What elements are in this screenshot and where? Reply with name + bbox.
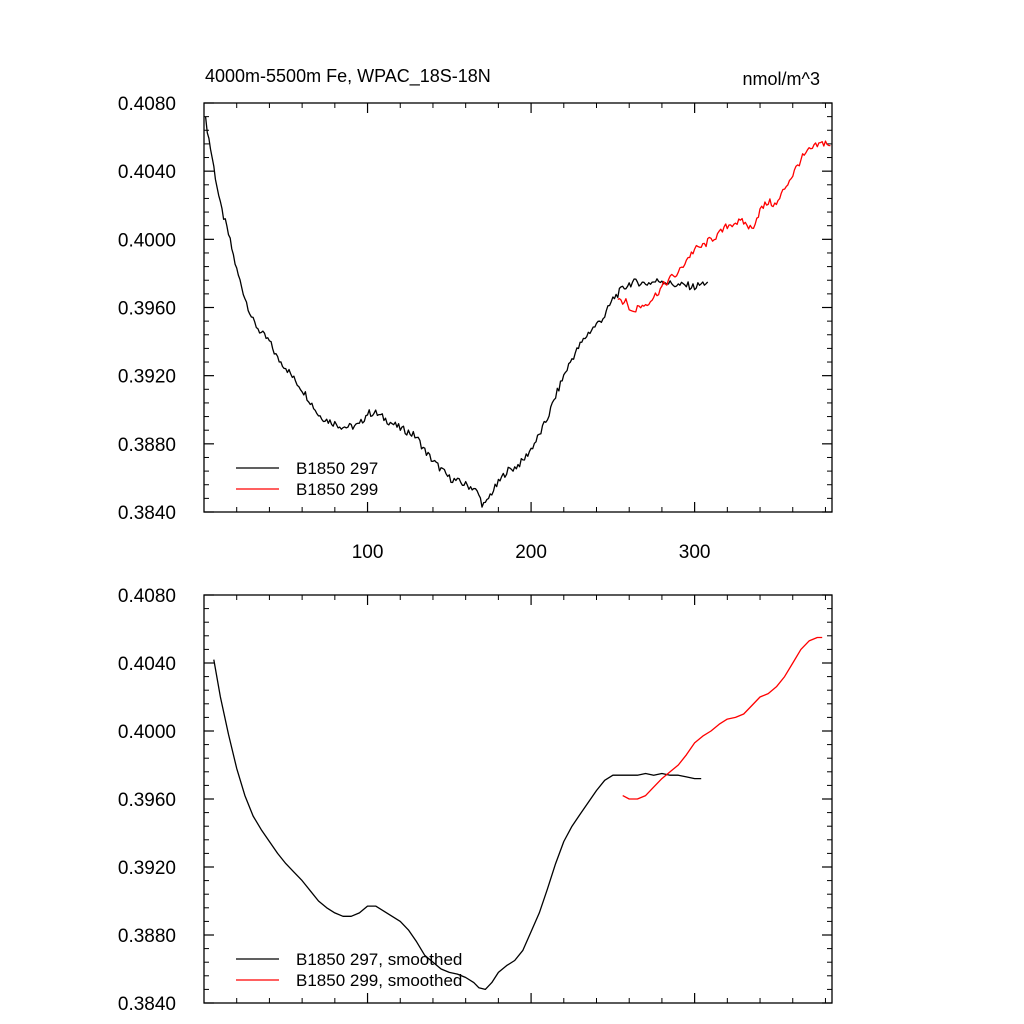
series-line-b1850-299 xyxy=(617,140,831,313)
units-label: nmol/m^3 xyxy=(743,69,820,89)
series-line-b1850-297 xyxy=(204,116,709,508)
top-panel: 0.3840 0.3880 0.3920 0.3960 0.4000 0.4040 0.40… xyxy=(118,94,833,563)
series-line-b1850-297-smoothed xyxy=(213,659,702,991)
y-tick-label: 0.3960 xyxy=(118,299,176,320)
y-tick-label: 0.3840 xyxy=(118,503,176,524)
legend-label: B1850 299 xyxy=(296,480,378,499)
y-tick-label: 0.3920 xyxy=(118,858,176,879)
y-tick-label: 0.3840 xyxy=(118,994,176,1015)
y-tick-label: 0.4080 xyxy=(118,94,176,115)
plot-frame xyxy=(203,594,833,1004)
legend-label: B1850 299, smoothed xyxy=(296,971,462,990)
y-tick-label: 0.4000 xyxy=(118,230,176,251)
y-tick-label: 0.3960 xyxy=(118,790,176,811)
bottom-panel: 0.3840 0.3880 0.3920 0.3960 0.4000 0.4040 0.40… xyxy=(118,586,833,1015)
y-tick-label: 0.3920 xyxy=(118,367,176,388)
y-tick-label: 0.4040 xyxy=(118,654,176,675)
x-tick-label: 100 xyxy=(352,542,384,563)
legend-label: B1850 297, smoothed xyxy=(296,950,462,969)
series-line-b1850-299-smoothed xyxy=(622,636,823,800)
plot-frame xyxy=(203,102,833,513)
y-tick-label: 0.4000 xyxy=(118,722,176,743)
legend-label: B1850 297 xyxy=(296,459,378,478)
y-tick-label: 0.3880 xyxy=(118,926,176,947)
y-tick-label: 0.4040 xyxy=(118,162,176,183)
x-tick-label: 200 xyxy=(515,542,547,563)
y-tick-label: 0.4080 xyxy=(118,586,176,607)
chart-title: 4000m-5500m Fe, WPAC_18S-18N xyxy=(205,66,491,87)
y-tick-label: 0.3880 xyxy=(118,435,176,456)
x-tick-label: 300 xyxy=(679,542,711,563)
